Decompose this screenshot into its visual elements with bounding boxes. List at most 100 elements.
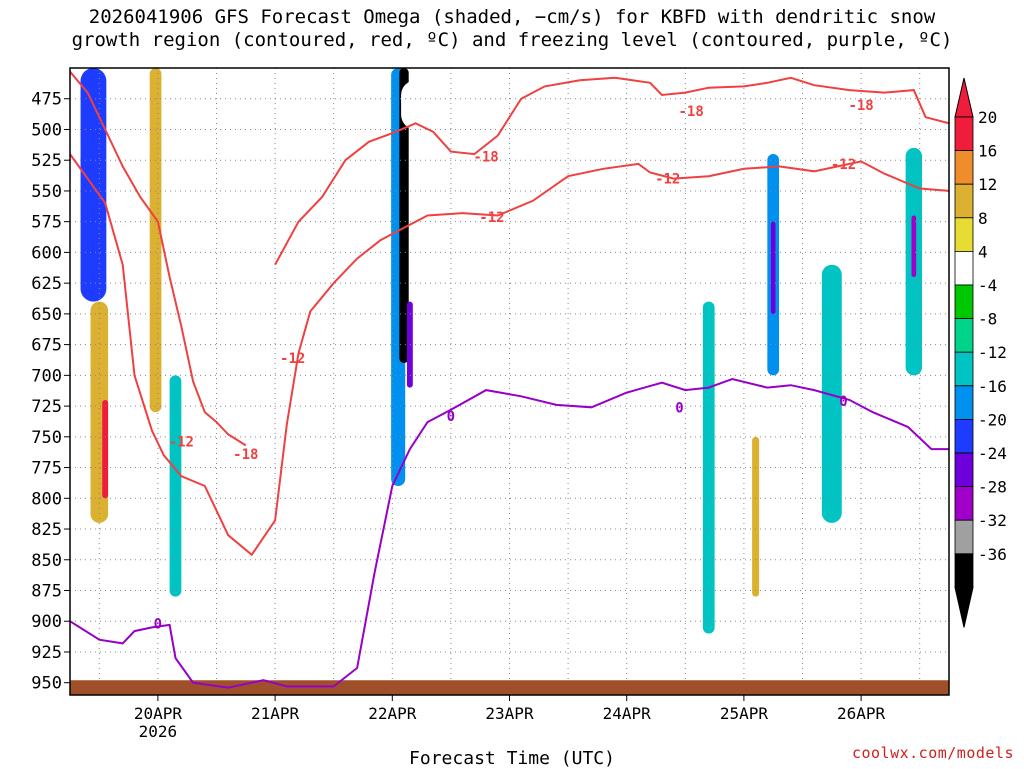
- colorbar-label: -24: [978, 444, 1007, 463]
- colorbar-label: -16: [978, 377, 1007, 396]
- colorbar-label: 12: [978, 175, 997, 194]
- contour-label: 0: [447, 409, 455, 425]
- colorbar-swatch: [954, 150, 974, 185]
- colorbar-swatch: [954, 250, 974, 286]
- y-tick-label: 700: [31, 366, 62, 386]
- colorbar-swatch: [954, 418, 974, 454]
- colorbar-swatch: [954, 183, 974, 219]
- x-tick-sublabel: 2026: [139, 722, 178, 741]
- colorbar-label: -36: [978, 545, 1007, 564]
- contour-lines: [70, 71, 949, 689]
- omega-region: [702, 301, 715, 634]
- contour-label: -12: [831, 157, 856, 173]
- y-tick-label: 625: [31, 274, 62, 294]
- x-tick-label: 20APR: [134, 704, 183, 723]
- colorbar-label: -8: [978, 310, 997, 329]
- contour-label: -18: [679, 104, 704, 120]
- y-tick-label: 825: [31, 520, 62, 540]
- contour-label: -12: [655, 172, 680, 188]
- y-tick-label: 675: [31, 336, 62, 356]
- y-tick-label: 550: [31, 182, 62, 202]
- omega-region: [149, 68, 162, 413]
- colorbar-swatch: [954, 351, 974, 387]
- y-tick-label: 575: [31, 213, 62, 233]
- colorbar-label: -32: [978, 511, 1007, 530]
- x-tick-label: 25APR: [720, 704, 769, 723]
- shaded-omega-regions: [80, 68, 923, 634]
- contour-line: [70, 71, 247, 447]
- y-tick-label: 950: [31, 674, 62, 694]
- colorbar: 20 16 12 8 4 -4 -8 -12 -16 -20 -24 -28 -32 -36: [954, 77, 1007, 628]
- contour-label: -12: [280, 351, 305, 367]
- x-tick-label: 23APR: [485, 704, 534, 723]
- omega-region: [378, 68, 395, 425]
- y-tick-label: 900: [31, 612, 62, 632]
- colorbar-swatch: [954, 452, 974, 487]
- x-tick-label: 22APR: [368, 704, 417, 723]
- omega-region: [80, 68, 107, 302]
- y-axis: 475 500 525 550 575 600 625 650 675 700 725 750 775 8…: [31, 90, 70, 694]
- omega-region: [367, 522, 394, 609]
- source-credit: coolwx.com/models: [851, 744, 1014, 762]
- contour-label: -12: [479, 210, 504, 226]
- contour-label: -18: [848, 98, 873, 114]
- colorbar-label: -20: [978, 410, 1007, 429]
- y-tick-label: 650: [31, 305, 62, 325]
- colorbar-top-arrow: [954, 77, 974, 118]
- x-tick-label: 21APR: [251, 704, 300, 723]
- colorbar-swatch: [954, 553, 974, 588]
- y-tick-label: 925: [31, 643, 62, 663]
- plot-background: [70, 68, 949, 695]
- y-tick-label: 800: [31, 489, 62, 509]
- omega-region: [428, 68, 455, 93]
- contour-line: [70, 153, 949, 557]
- omega-region: [169, 375, 182, 597]
- y-tick-label: 600: [31, 243, 62, 263]
- omega-region: [140, 412, 153, 622]
- colorbar-swatch: [954, 284, 974, 319]
- omega-region: [911, 215, 917, 277]
- colorbar-label: -28: [978, 478, 1007, 497]
- colorbar-label: -12: [978, 343, 1007, 362]
- colorbar-swatch: [954, 318, 974, 353]
- x-tick-label: 26APR: [837, 704, 886, 723]
- contour-line: [70, 377, 949, 689]
- omega-region: [102, 399, 109, 499]
- omega-region: [770, 221, 776, 314]
- colorbar-label: 16: [978, 142, 997, 161]
- colorbar-label: 4: [978, 242, 988, 261]
- contour-label: 0: [675, 400, 683, 416]
- contour-line: [274, 76, 949, 266]
- y-tick-label: 850: [31, 551, 62, 571]
- omega-region: [275, 68, 287, 302]
- contour-labels: -18 -18 -18 -12 -12 -12 -12 -18 -12 0 0 0 0: [154, 98, 874, 633]
- omega-region: [306, 68, 314, 277]
- contour-label: -18: [233, 447, 258, 463]
- y-tick-label: 775: [31, 459, 62, 479]
- omega-region: [401, 80, 431, 130]
- contour-label: 0: [154, 617, 162, 633]
- colorbar-swatch: [954, 519, 974, 555]
- y-tick-label: 475: [31, 90, 62, 110]
- colorbar-label: -4: [978, 276, 997, 295]
- x-axis-label: Forecast Time (UTC): [409, 748, 615, 769]
- contour-label: 0: [839, 394, 847, 410]
- x-tick-label: 24APR: [603, 704, 652, 723]
- omega-region: [835, 80, 841, 167]
- contour-label: -12: [169, 435, 194, 451]
- omega-region: [399, 68, 409, 364]
- colorbar-label: 8: [978, 209, 988, 228]
- contour-label: -18: [473, 150, 498, 166]
- colorbar-swatch: [954, 217, 974, 252]
- colorbar-label: 20: [978, 108, 997, 127]
- colorbar-bottom-arrow: [954, 586, 974, 628]
- y-tick-label: 750: [31, 428, 62, 448]
- chart-title-line2: growth region (contoured, red, ºC) and f…: [71, 29, 953, 51]
- omega-region: [752, 436, 760, 597]
- chart-title-line1: 2026041906 GFS Forecast Omega (shaded, −…: [88, 6, 936, 28]
- omega-region: [406, 301, 413, 388]
- omega-region: [663, 461, 673, 573]
- y-tick-label: 500: [31, 120, 62, 140]
